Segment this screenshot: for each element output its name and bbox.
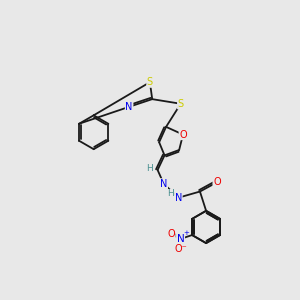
Text: N: N	[177, 234, 184, 244]
Text: H: H	[167, 189, 174, 198]
Text: +: +	[184, 230, 190, 236]
Text: O⁻: O⁻	[174, 244, 187, 254]
Text: H: H	[146, 164, 153, 173]
Text: S: S	[178, 99, 184, 109]
Text: N: N	[175, 193, 182, 203]
Text: O: O	[213, 177, 221, 187]
Text: N: N	[160, 179, 167, 189]
Text: O: O	[179, 130, 187, 140]
Text: N: N	[125, 102, 133, 112]
Text: S: S	[147, 77, 153, 87]
Text: O: O	[167, 229, 175, 239]
